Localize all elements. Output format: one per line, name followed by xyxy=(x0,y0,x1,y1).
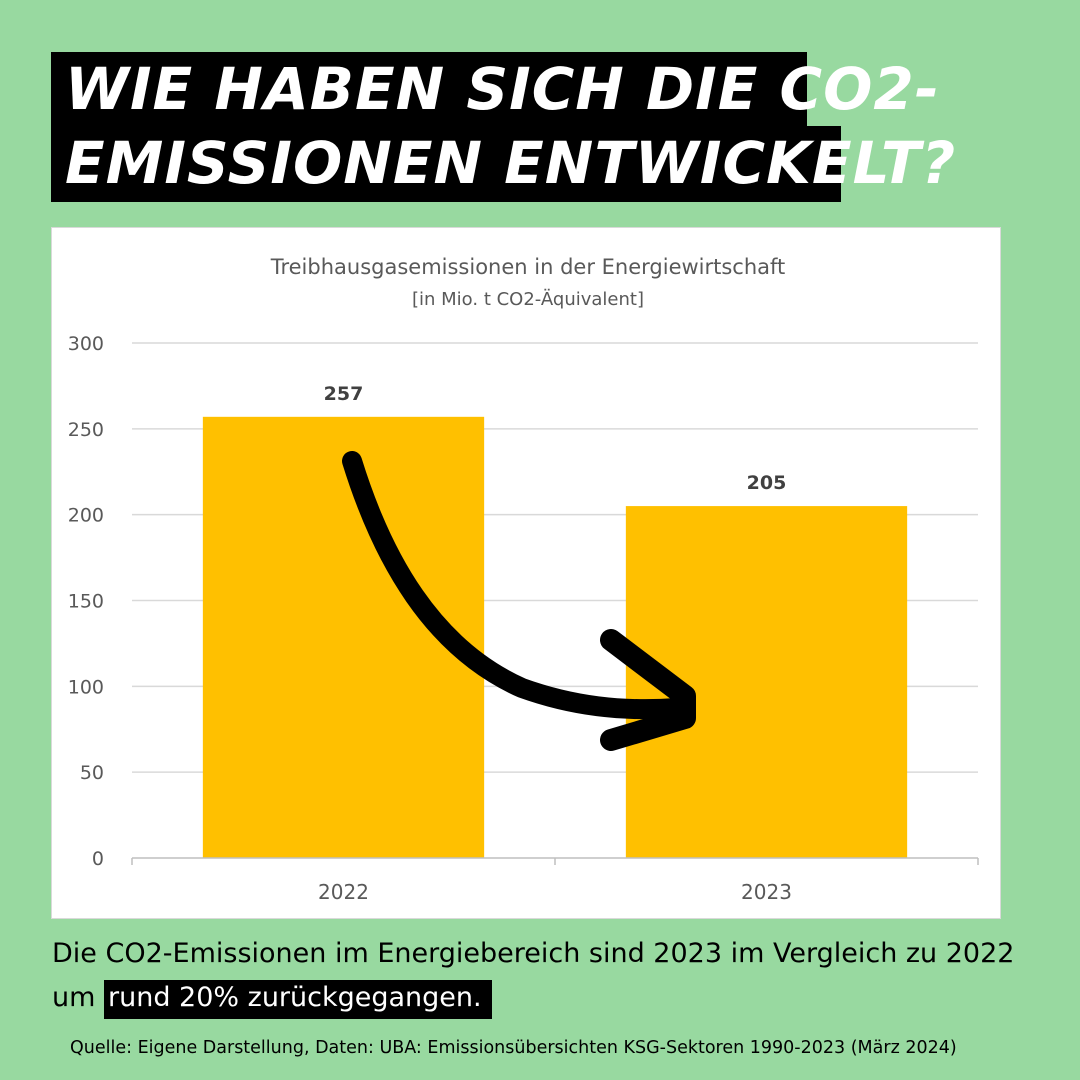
y-tick-label: 50 xyxy=(80,762,104,784)
headline-line-1: WIE HABEN SICH DIE CO2- xyxy=(51,52,939,126)
trend-arrow-head xyxy=(600,629,696,751)
data-label: 205 xyxy=(747,472,787,494)
chart-subtitle: [in Mio. t CO2-Äquivalent] xyxy=(412,289,644,310)
y-tick-label: 150 xyxy=(68,591,104,613)
trend-arrow-shaft xyxy=(342,451,687,720)
x-tick-label: 2022 xyxy=(318,880,369,904)
caption-highlight: rund 20% zurückgegangen. xyxy=(104,980,492,1019)
y-tick-label: 250 xyxy=(68,419,104,441)
caption-text: Die CO2-Emissionen im Energiebereich sin… xyxy=(52,932,1032,1020)
data-label: 257 xyxy=(324,383,364,405)
headline-line-2: EMISSIONEN ENTWICKELT? xyxy=(51,126,955,202)
source-note: Quelle: Eigene Darstellung, Daten: UBA: … xyxy=(70,1038,957,1058)
bar-chart: Treibhausgasemissionen in der Energiewir… xyxy=(68,255,979,904)
chart-title: Treibhausgasemissionen in der Energiewir… xyxy=(270,255,786,279)
caption-main: Die CO2-Emissionen im Energiebereich sin… xyxy=(52,938,1015,1013)
y-tick-label: 200 xyxy=(68,505,104,527)
chart-panel: Treibhausgasemissionen in der Energiewir… xyxy=(51,227,1001,919)
trend-arrow-icon xyxy=(342,451,696,751)
x-tick-label: 2023 xyxy=(741,880,792,904)
y-tick-label: 300 xyxy=(68,333,104,355)
y-tick-label: 0 xyxy=(92,848,104,870)
y-tick-label: 100 xyxy=(68,676,104,698)
